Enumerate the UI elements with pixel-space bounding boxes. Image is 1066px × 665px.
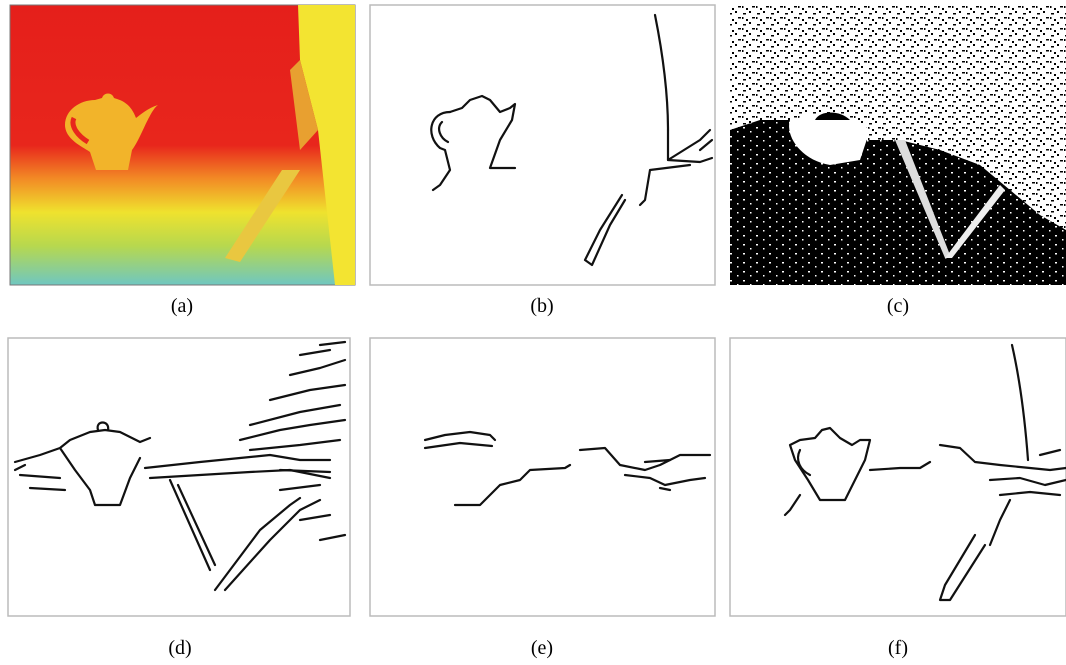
panel-label: (d) [168,637,191,659]
panel-label: (f) [888,637,908,659]
figure: (a) (b) (c) (d) (e) (f) [0,0,1066,665]
panel-label: (b) [530,295,553,317]
panel-e-image [370,338,715,616]
panel-b-image [370,5,715,285]
panel-f-image [730,338,1066,616]
page: (a) (b) (c) (d) (e) (f) (() => { const d… [0,0,1066,665]
panel-label: (e) [531,637,553,659]
panel-d-image [8,338,350,616]
panel-label: (a) [171,295,193,317]
panel-label: (c) [887,295,909,317]
panel-c-image [730,5,1066,285]
panel-a-image [10,5,355,285]
